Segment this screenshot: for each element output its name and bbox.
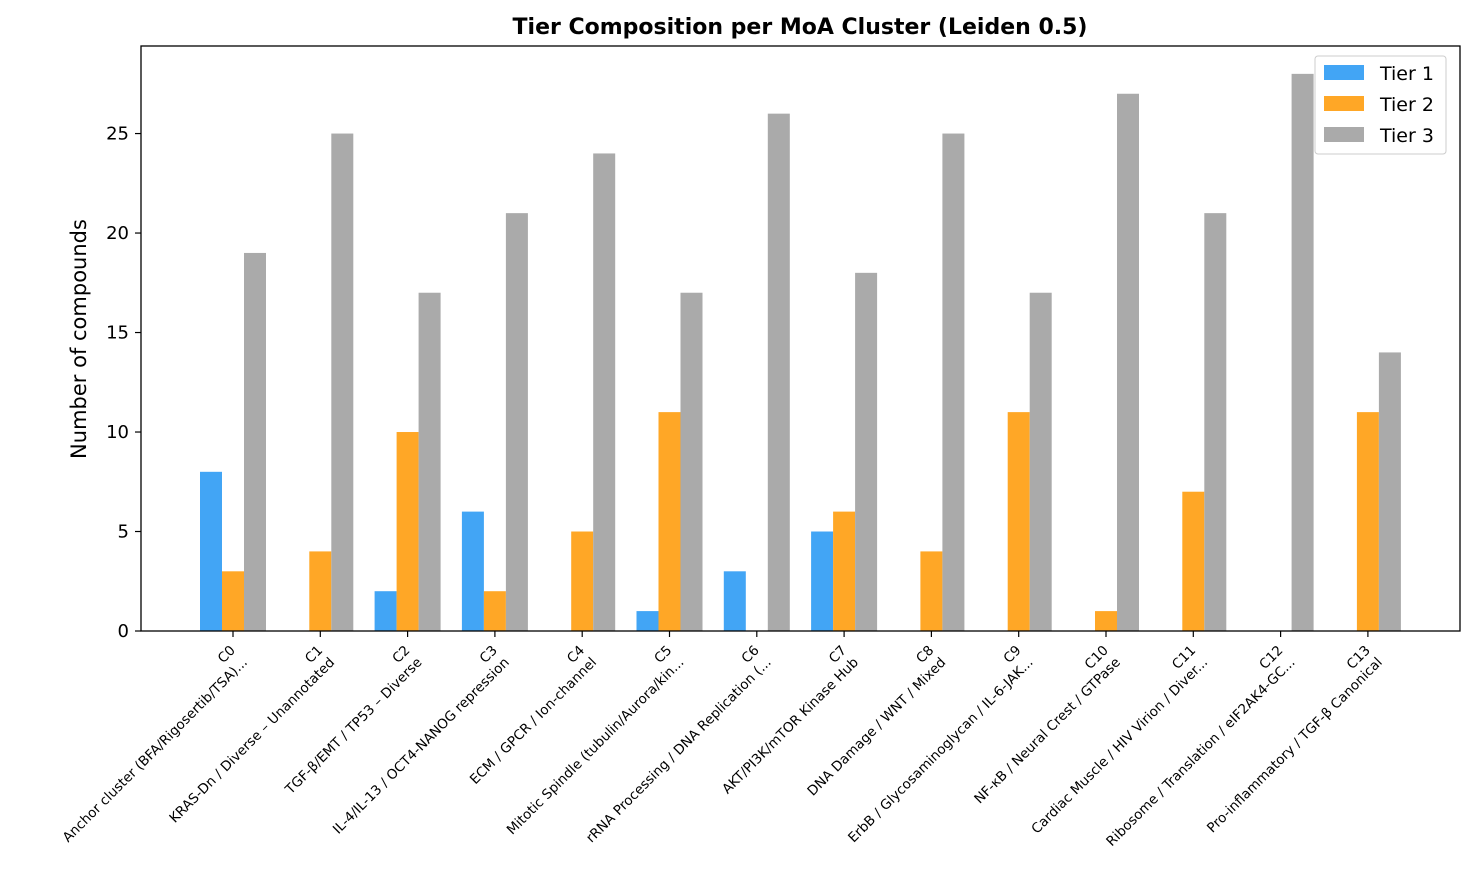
bar-tier-1-c2 xyxy=(374,591,397,631)
legend-swatch-tier-3 xyxy=(1324,127,1364,142)
bar-tier-2-c1 xyxy=(309,551,332,631)
bar-tier-1-c7 xyxy=(811,531,834,631)
bar-tier-3-c9 xyxy=(1029,292,1052,631)
y-tick-label: 0 xyxy=(118,621,129,642)
bar-tier-3-c7 xyxy=(855,272,878,631)
bar-tier-3-c13 xyxy=(1378,352,1401,631)
bar-tier-3-c3 xyxy=(505,213,528,631)
legend-label-tier-2: Tier 2 xyxy=(1379,94,1434,116)
legend[interactable]: Tier 1 Tier 2 Tier 3 xyxy=(1314,55,1447,155)
y-tick-label: 15 xyxy=(106,323,129,344)
bar-tier-3-c5 xyxy=(680,292,703,631)
bar-tier-1-c0 xyxy=(200,471,222,631)
y-tick-label: 5 xyxy=(118,522,129,543)
bar-tier-3-c8 xyxy=(942,133,965,631)
x-axis: C0Anchor cluster (BFA/Rigosertib/TSA)...… xyxy=(48,631,1386,850)
chart-title: Tier Composition per MoA Cluster (Leiden… xyxy=(513,15,1088,40)
bar-tier-3-c2 xyxy=(418,292,441,631)
bar-tier-2-c13 xyxy=(1356,412,1379,631)
y-axis-label: Number of compounds xyxy=(67,219,91,459)
legend-label-tier-1: Tier 1 xyxy=(1379,63,1434,85)
y-axis: 0 5 10 15 20 25 xyxy=(106,124,141,642)
legend-swatch-tier-2 xyxy=(1324,96,1364,111)
bars-layer xyxy=(200,73,1401,632)
x-tick-label: C10NF-κB / Neural Crest / GTPase xyxy=(959,643,1124,808)
y-tick-label: 10 xyxy=(106,422,129,443)
bar-tier-2-c4 xyxy=(571,531,594,631)
plot-frame xyxy=(140,45,1461,632)
bar-tier-1-c3 xyxy=(461,511,484,631)
bar-tier-1-c5 xyxy=(636,611,659,631)
bar-tier-2-c0 xyxy=(222,571,244,631)
legend-swatch-tier-1 xyxy=(1324,65,1364,80)
bar-tier-2-c5 xyxy=(658,412,681,631)
bar-tier-3-c12 xyxy=(1291,73,1314,632)
bar-tier-1-c6 xyxy=(723,571,746,631)
bar-tier-2-c9 xyxy=(1007,412,1030,631)
legend-label-tier-3: Tier 3 xyxy=(1379,125,1434,147)
bar-tier-2-c2 xyxy=(396,432,419,631)
bar-tier-2-c3 xyxy=(483,591,506,631)
x-tick-label: C0Anchor cluster (BFA/Rigosertib/TSA)... xyxy=(48,643,251,846)
bar-tier-2-c8 xyxy=(920,551,943,631)
y-tick-label: 20 xyxy=(106,223,129,244)
bar-tier-2-c10 xyxy=(1095,611,1117,631)
bar-tier-3-c4 xyxy=(593,153,616,631)
bar-tier-2-c7 xyxy=(833,511,856,631)
bar-tier-3-c0 xyxy=(244,252,266,631)
bar-tier-3-c11 xyxy=(1204,213,1227,631)
y-tick-label: 25 xyxy=(106,124,129,145)
bar-tier-3-c1 xyxy=(331,133,354,631)
bar-tier-2-c11 xyxy=(1182,491,1205,631)
bar-tier-3-c6 xyxy=(767,113,790,631)
bar-tier-3-c10 xyxy=(1117,93,1139,631)
